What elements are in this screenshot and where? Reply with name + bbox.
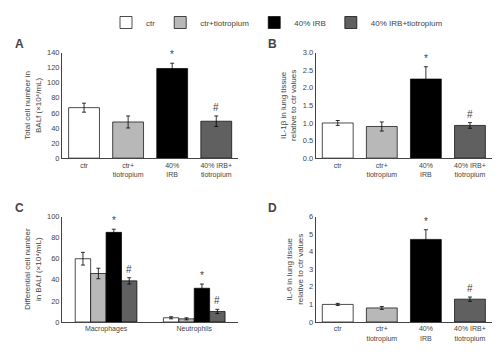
svg-text:1: 1 xyxy=(309,300,313,309)
svg-text:40% IRB+tiotropium: 40% IRB+tiotropium xyxy=(200,162,232,179)
svg-text:40% IRB: 40% IRB xyxy=(294,19,326,28)
svg-text:40% IRB+tiotropium: 40% IRB+tiotropium xyxy=(454,162,486,179)
svg-text:2: 2 xyxy=(309,282,313,291)
svg-text:1.5: 1.5 xyxy=(303,101,313,110)
svg-text:0: 0 xyxy=(55,154,59,163)
svg-text:IL-1β in lung tissuerelative t: IL-1β in lung tissuerelative to ctr valu… xyxy=(279,70,298,141)
svg-text:2.0: 2.0 xyxy=(303,83,313,92)
svg-text:ctr+tiotropium: ctr+tiotropium xyxy=(366,325,397,342)
svg-text:1.0: 1.0 xyxy=(303,119,313,128)
svg-text:IL-6 in lung tissuerelative to: IL-6 in lung tissuerelative to ctr value… xyxy=(285,234,304,305)
svg-text:*: * xyxy=(424,53,428,64)
svg-text:ctr+tiotropium: ctr+tiotropium xyxy=(113,162,144,179)
svg-text:A: A xyxy=(15,37,24,51)
svg-text:2.5: 2.5 xyxy=(303,66,313,75)
svg-text:40: 40 xyxy=(51,124,59,133)
svg-text:100: 100 xyxy=(47,78,60,87)
svg-text:#: # xyxy=(126,264,132,275)
svg-text:B: B xyxy=(268,37,277,51)
svg-text:0: 0 xyxy=(55,318,59,327)
svg-text:5: 5 xyxy=(309,230,313,239)
svg-text:*: * xyxy=(170,49,174,60)
svg-text:20: 20 xyxy=(51,297,59,306)
svg-text:120: 120 xyxy=(47,63,60,72)
svg-text:ctr: ctr xyxy=(334,162,342,169)
svg-text:#: # xyxy=(213,102,219,113)
svg-text:D: D xyxy=(268,201,277,215)
svg-text:3.0: 3.0 xyxy=(303,48,313,57)
svg-text:0.5: 0.5 xyxy=(303,136,313,145)
svg-text:3: 3 xyxy=(309,265,313,274)
svg-text:20: 20 xyxy=(51,139,59,148)
svg-text:40%IRB: 40%IRB xyxy=(165,162,179,178)
svg-text:6: 6 xyxy=(309,212,313,221)
svg-text:80: 80 xyxy=(51,93,59,102)
svg-text:0.0: 0.0 xyxy=(303,154,313,163)
svg-text:Differential cell numberin BAL: Differential cell numberin BALf (×10⁴/mL… xyxy=(23,228,42,310)
svg-text:*: * xyxy=(112,215,116,226)
svg-text:100: 100 xyxy=(47,212,60,221)
svg-text:4: 4 xyxy=(309,247,313,256)
svg-text:60: 60 xyxy=(51,109,59,118)
svg-text:ctr+tiotropium: ctr+tiotropium xyxy=(200,19,249,28)
svg-text:0: 0 xyxy=(309,318,313,327)
svg-text:40: 40 xyxy=(51,275,59,284)
svg-text:Neutrophils: Neutrophils xyxy=(177,325,213,333)
svg-text:C: C xyxy=(15,201,24,215)
svg-text:60: 60 xyxy=(51,254,59,263)
svg-text:Total cell number inBALf (×10⁴: Total cell number inBALf (×10⁴/mL) xyxy=(23,71,42,140)
svg-text:40% IRB+tiotropium: 40% IRB+tiotropium xyxy=(371,19,443,28)
svg-text:80: 80 xyxy=(51,233,59,242)
svg-text:ctr: ctr xyxy=(334,325,342,332)
svg-text:ctr: ctr xyxy=(80,162,88,169)
svg-text:40%IRB: 40%IRB xyxy=(419,162,433,178)
svg-text:Macrophages: Macrophages xyxy=(85,325,128,333)
svg-text:#: # xyxy=(467,109,473,120)
svg-text:*: * xyxy=(200,270,204,281)
svg-text:#: # xyxy=(214,295,220,306)
svg-text:*: * xyxy=(424,216,428,227)
svg-text:ctr: ctr xyxy=(146,19,155,28)
svg-text:140: 140 xyxy=(47,48,60,57)
svg-text:ctr+tiotropium: ctr+tiotropium xyxy=(366,162,397,179)
svg-text:40%IRB: 40%IRB xyxy=(419,325,433,341)
svg-text:#: # xyxy=(467,283,473,294)
svg-text:40% IRB+tiotropium: 40% IRB+tiotropium xyxy=(454,325,486,342)
